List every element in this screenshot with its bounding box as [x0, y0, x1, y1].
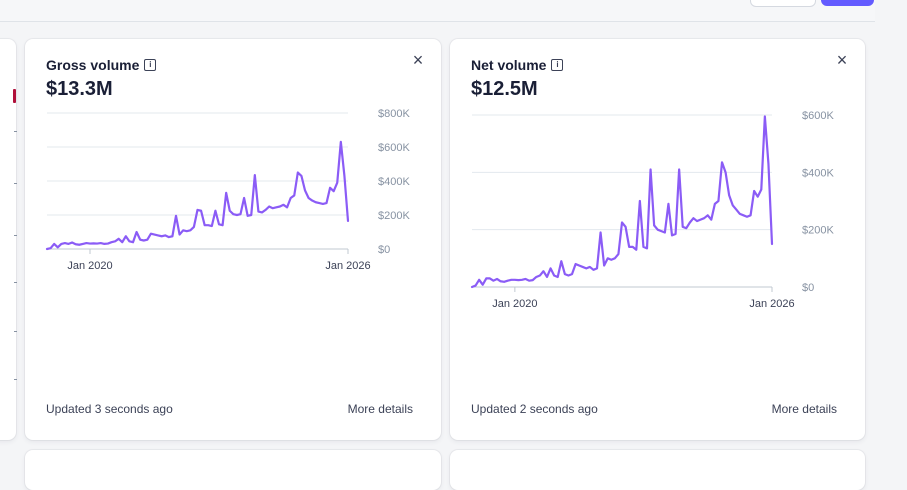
updated-text: Updated 3 seconds ago: [46, 402, 173, 416]
card-title-text: Net volume: [471, 57, 547, 73]
y-tick-label: $0: [802, 282, 814, 294]
info-icon[interactable]: i: [551, 59, 564, 71]
series-line: [45, 140, 350, 251]
y-tick-label: $800K: [378, 108, 410, 120]
top-bar: [0, 0, 875, 22]
close-icon[interactable]: ×: [412, 50, 424, 70]
card-title: Net volume i: [471, 57, 564, 73]
partial-tick: [14, 183, 17, 184]
x-tick-label: Jan 2026: [749, 298, 794, 310]
info-icon[interactable]: i: [144, 59, 157, 71]
card-value: $12.5M: [471, 78, 538, 100]
y-axis-labels: $0 $200K $400K $600K $800K: [378, 108, 410, 256]
y-tick-label: $200K: [378, 210, 410, 222]
top-primary-button[interactable]: [821, 0, 874, 6]
more-details-link[interactable]: More details: [347, 402, 413, 416]
y-tick-label: $400K: [378, 176, 410, 188]
x-tick-label: Jan 2020: [492, 298, 537, 310]
series-line: [470, 115, 774, 289]
y-tick-label: $400K: [802, 167, 834, 179]
more-details-link[interactable]: More details: [771, 402, 837, 416]
close-icon[interactable]: ×: [836, 50, 848, 70]
partial-accent-mark: [13, 89, 16, 103]
x-tick-label: Jan 2020: [67, 260, 112, 272]
partial-tick: [14, 282, 17, 283]
card-value: $13.3M: [46, 78, 113, 100]
x-tick-label: Jan 2026: [325, 260, 370, 272]
net-volume-chart: $0 $200K $400K $600K Jan 2020 Jan 2026: [470, 110, 834, 310]
y-axis-labels: $0 $200K $400K $600K: [802, 110, 834, 294]
card-title-text: Gross volume: [46, 57, 140, 73]
partial-tick: [14, 235, 17, 236]
top-secondary-button[interactable]: [750, 0, 816, 7]
partial-tick: [14, 131, 17, 132]
chart-grid: [472, 114, 772, 288]
partial-tick: [14, 331, 17, 332]
x-axis-labels: Jan 2020 Jan 2026: [67, 249, 371, 272]
y-tick-label: $200K: [802, 225, 834, 237]
chart-grid: [47, 112, 348, 250]
y-tick-label: $600K: [802, 110, 834, 122]
x-axis-labels: Jan 2020 Jan 2026: [492, 287, 795, 310]
partial-card-left: [0, 39, 17, 440]
net-volume-card[interactable]: Net volume i × $12.5M $0 $200K $400K $600K …: [450, 39, 865, 440]
bottom-card-right: [450, 450, 865, 490]
updated-text: Updated 2 seconds ago: [471, 402, 598, 416]
gross-volume-chart: $0 $200K $400K $600K $800K Jan 2020 Jan 2026: [45, 108, 410, 272]
y-tick-label: $600K: [378, 142, 410, 154]
gross-volume-card[interactable]: Gross volume i × $13.3M $0 $200K $400K $600…: [25, 39, 441, 440]
y-tick-label: $0: [378, 244, 390, 256]
bottom-card-left: [25, 450, 441, 490]
card-title: Gross volume i: [46, 57, 157, 73]
partial-tick: [14, 379, 17, 380]
